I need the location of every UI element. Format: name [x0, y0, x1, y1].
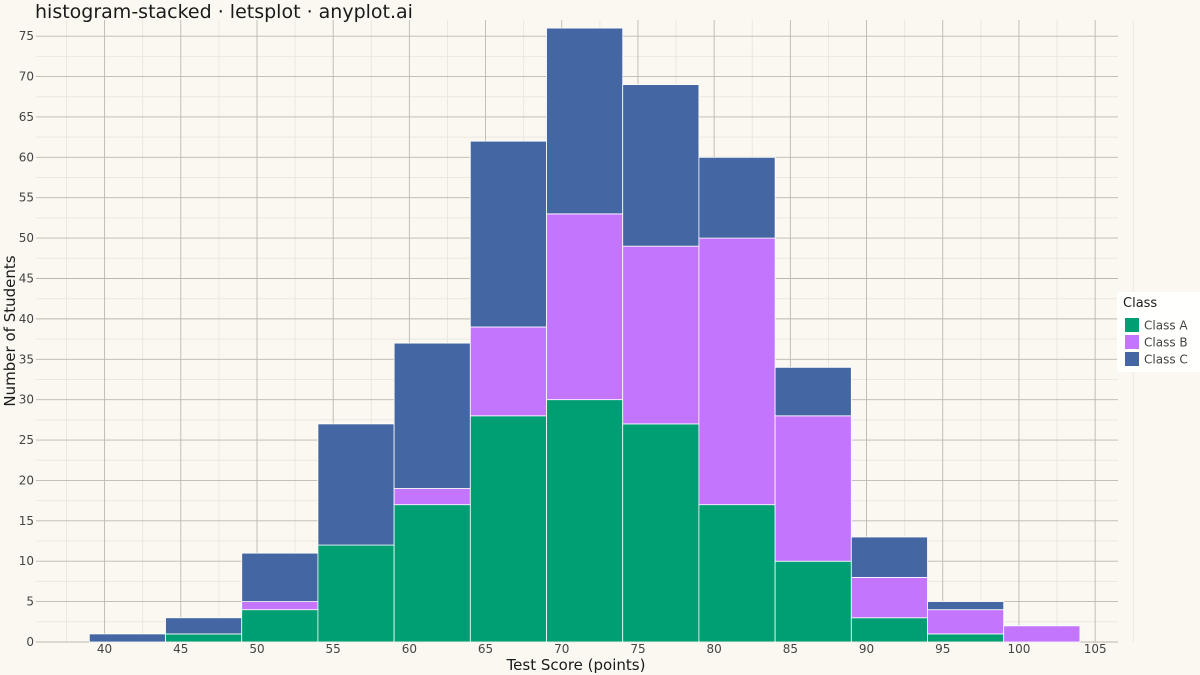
y-tick-label: 0	[26, 635, 34, 649]
x-tick-label: 95	[935, 642, 950, 656]
legend-swatch	[1125, 352, 1139, 366]
x-tick-label: 75	[630, 642, 645, 656]
y-axis-ticks: 0 5 10 15 20 25 30 35 40 45 50 55 60 65 70 75	[19, 29, 34, 649]
legend-label: Class B	[1144, 336, 1188, 350]
x-tick-label: 55	[326, 642, 341, 656]
x-axis-ticks: 40 45 50 55 60 65 70 75 80 85 90 95 100 105	[97, 642, 1107, 656]
x-tick-label: 60	[402, 642, 417, 656]
bar-class-b	[1003, 625, 1081, 643]
bars-layer	[88, 27, 1081, 643]
bar-class-a	[622, 423, 700, 643]
x-tick-label: 105	[1084, 642, 1107, 656]
bar-class-b	[698, 237, 776, 506]
bar-class-c	[165, 617, 243, 635]
bar-class-c	[850, 536, 928, 578]
bar-class-c	[698, 156, 776, 239]
x-tick-label: 70	[554, 642, 569, 656]
x-axis-title: Test Score (points)	[506, 656, 646, 674]
y-tick-label: 55	[19, 191, 34, 205]
chart-title: histogram-stacked · letsplot · anyplot.a…	[35, 1, 413, 23]
y-tick-label: 75	[19, 29, 34, 43]
bar-class-b	[469, 326, 547, 417]
bar-class-a	[469, 415, 547, 643]
bar-class-b	[774, 415, 852, 562]
bar-class-a	[317, 544, 395, 643]
bar-class-c	[393, 342, 471, 489]
bar-class-b	[241, 601, 319, 611]
x-tick-label: 50	[249, 642, 264, 656]
bar-class-a	[850, 617, 928, 643]
bar-class-b	[622, 245, 700, 425]
y-tick-label: 65	[19, 110, 34, 124]
legend: Class A Class B Class C Class	[1117, 292, 1200, 372]
y-tick-label: 70	[19, 70, 34, 84]
y-tick-label: 40	[19, 312, 34, 326]
x-tick-label: 45	[173, 642, 188, 656]
bar-class-b	[927, 609, 1005, 635]
legend-swatch	[1125, 335, 1139, 349]
x-tick-label: 90	[859, 642, 874, 656]
y-tick-label: 5	[26, 595, 34, 609]
bar-class-c	[927, 601, 1005, 611]
bar-class-c	[317, 423, 395, 546]
bar-class-a	[774, 560, 852, 643]
y-tick-label: 10	[19, 554, 34, 568]
bar-class-c	[88, 633, 166, 643]
y-tick-label: 15	[19, 514, 34, 528]
legend-items: Class A Class B Class C	[1117, 292, 1200, 372]
x-tick-label: 65	[478, 642, 493, 656]
x-tick-label: 100	[1007, 642, 1030, 656]
legend-title: Class	[1123, 296, 1157, 311]
bar-class-c	[622, 84, 700, 247]
bar-class-a	[393, 504, 471, 643]
bar-class-c	[774, 366, 852, 417]
y-tick-label: 20	[19, 473, 34, 487]
bar-class-a	[546, 399, 624, 643]
y-tick-label: 25	[19, 433, 34, 447]
y-tick-label: 50	[19, 231, 34, 245]
bar-class-a	[241, 609, 319, 643]
y-tick-label: 60	[19, 150, 34, 164]
bar-class-a	[165, 633, 243, 643]
bar-class-a	[698, 504, 776, 643]
y-tick-label: 30	[19, 393, 34, 407]
bar-class-c	[546, 27, 624, 215]
bar-class-b	[850, 576, 928, 619]
y-tick-label: 35	[19, 352, 34, 366]
bar-class-b	[393, 488, 471, 506]
x-tick-label: 40	[97, 642, 112, 656]
y-tick-label: 45	[19, 271, 34, 285]
bar-class-c	[241, 552, 319, 603]
legend-label: Class C	[1144, 353, 1188, 367]
legend-label: Class A	[1144, 319, 1188, 333]
legend-swatch	[1125, 318, 1139, 332]
bar-class-a	[927, 633, 1005, 643]
x-tick-label: 80	[707, 642, 722, 656]
bar-class-b	[546, 213, 624, 401]
x-tick-label: 85	[783, 642, 798, 656]
y-axis-title: Number of Students	[1, 255, 19, 406]
bar-class-c	[469, 140, 547, 328]
